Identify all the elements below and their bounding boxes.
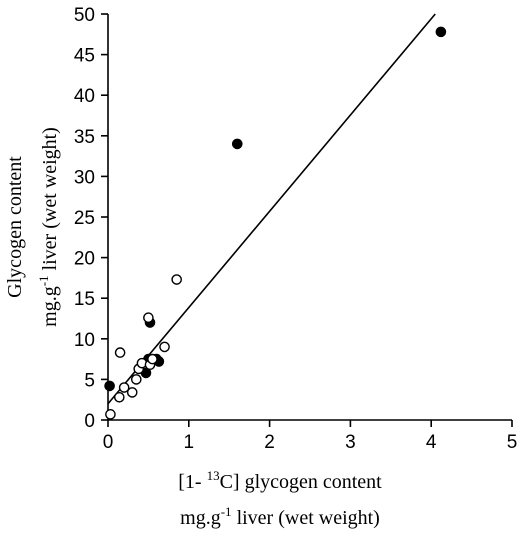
x-unit-sup: -1 [221, 504, 232, 519]
y-axis-title-line2: mg.g-1 liver (wet weight) [36, 127, 61, 327]
data-point-open [171, 274, 182, 285]
data-point-open [114, 347, 126, 358]
y-tick-label: 35 [74, 127, 95, 148]
data-point-open [159, 341, 170, 353]
data-point-open [130, 374, 142, 385]
x-axis-title-line2: mg.g-1 liver (wet weight) [180, 504, 380, 529]
data-point-open [143, 312, 154, 323]
y-tick-label: 5 [84, 370, 95, 391]
y-tick-label: 10 [74, 330, 95, 351]
data-point-open [118, 382, 130, 393]
x-tick-label: 0 [103, 432, 114, 453]
x-tick-label: 4 [426, 432, 437, 453]
data-point-filled [104, 380, 115, 392]
y-tick-label: 20 [74, 249, 95, 270]
x-tick-label: 2 [264, 432, 275, 453]
x-title-sup: 13 [207, 468, 220, 483]
data-points [104, 26, 447, 420]
y-unit-pre: mg.g [39, 286, 61, 327]
data-point-open [105, 409, 116, 420]
y-tick-label: 30 [74, 167, 95, 188]
x-tick-label: 5 [507, 432, 518, 453]
data-point-filled [231, 138, 243, 150]
y-tick-label: 40 [74, 86, 95, 107]
x-tick-label: 1 [184, 432, 195, 453]
x-unit-post: liver (wet weight) [232, 507, 380, 529]
y-unit-post: liver (wet weight) [39, 127, 61, 275]
fit-line [107, 13, 436, 405]
x-axis-title-line1: [1- 13C] glycogen content [178, 468, 382, 493]
data-point-filled [435, 26, 447, 38]
axes [107, 14, 512, 421]
ticks [101, 13, 513, 427]
x-unit-pre: mg.g [180, 507, 221, 529]
y-unit-sup: -1 [36, 275, 51, 286]
data-point-open [147, 353, 158, 365]
y-tick-label: 15 [74, 289, 95, 310]
data-point-open [126, 387, 138, 398]
x-title-pre: [1- [178, 471, 206, 493]
x-tick-label: 3 [345, 432, 356, 453]
x-title-post: C] glycogen content [220, 471, 383, 493]
data-point-open [114, 391, 125, 403]
y-axis-title-line1: Glycogen content [4, 156, 26, 298]
y-tick-label: 0 [84, 411, 95, 432]
y-tick-label: 50 [74, 5, 95, 26]
y-tick-label: 25 [74, 208, 95, 229]
y-tick-label: 45 [74, 46, 95, 67]
